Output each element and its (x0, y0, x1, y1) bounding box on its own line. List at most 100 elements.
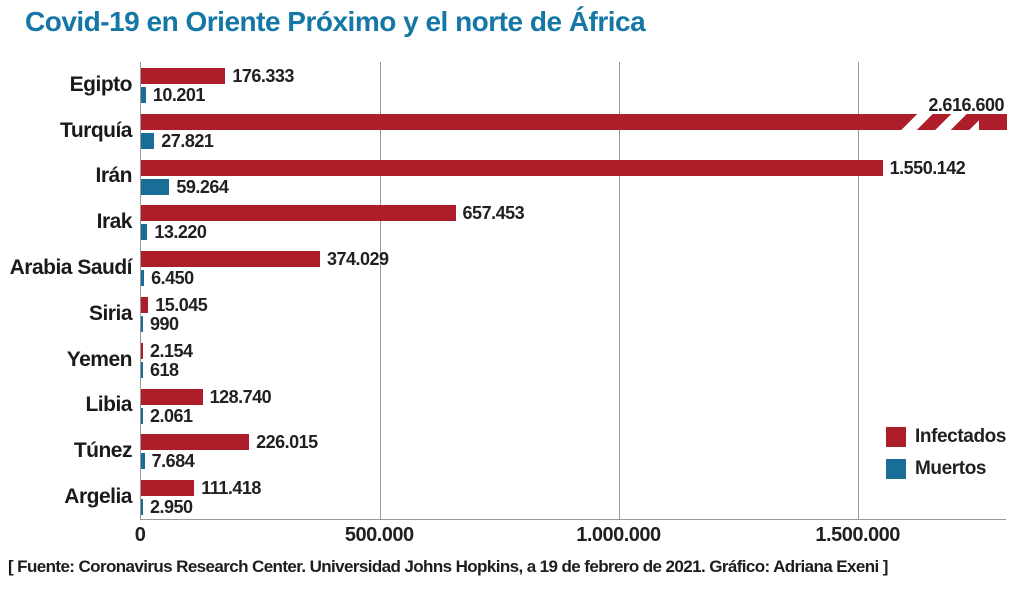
x-axis-tick-label: 0 (134, 524, 146, 546)
deaths-value-label: 27.821 (161, 130, 214, 151)
country-label: Arabia Saudí (9, 256, 133, 280)
infected-bar (141, 480, 195, 497)
infected-value-label: 374.029 (326, 249, 389, 270)
gridline (857, 62, 859, 519)
legend-item-infected: Infectados (886, 426, 1007, 447)
deaths-value-label: 7.684 (151, 451, 195, 472)
infected-value-label: 2.616.600 (928, 94, 1004, 115)
deaths-bar (141, 87, 146, 103)
bar-rows-layer: Egipto 176.333 10.201 Turquía 2.616.600 27.82… (10, 62, 1007, 520)
legend: Infectados Muertos (886, 426, 1007, 491)
deaths-bar-line: 6.450 (141, 268, 1006, 289)
infected-bar (141, 159, 883, 176)
infected-bar-line: 111.418 (141, 478, 1006, 499)
bar-break-hatch (899, 113, 979, 130)
infected-value-label: 15.045 (155, 295, 208, 315)
infected-bar-line: 1.550.142 (141, 157, 1006, 178)
country-label: Siria (88, 301, 133, 325)
deaths-bar-line: 27.821 (141, 130, 1006, 151)
infected-bar (141, 297, 149, 313)
x-axis-tick-label: 1.500.000 (815, 524, 900, 546)
infected-bar (141, 251, 320, 268)
country-row: Irak 657.453 13.220 (97, 199, 1006, 245)
infected-bar (141, 113, 1007, 130)
x-axis-tick-label: 500.000 (344, 524, 414, 546)
country-label: Turquía (60, 118, 132, 142)
country-row: Egipto 176.333 10.201 (70, 62, 1006, 108)
infected-legend-label: Infectados (915, 426, 1007, 447)
deaths-bar (141, 316, 143, 332)
deaths-bar (141, 270, 145, 287)
country-label: Irán (95, 164, 132, 188)
country-row: Libia 128.740 2.061 (85, 383, 1006, 429)
infected-bar-line: 2.154 (141, 340, 1006, 361)
deaths-value-label: 2.950 (150, 497, 193, 518)
gridline (379, 62, 381, 519)
infected-value-label: 128.740 (209, 386, 272, 407)
deaths-legend-label: Muertos (915, 458, 987, 479)
deaths-value-label: 990 (150, 314, 179, 334)
deaths-bar (141, 178, 170, 195)
deaths-bar-line: 13.220 (141, 222, 1006, 243)
deaths-value-label: 13.220 (154, 222, 207, 243)
deaths-value-label: 618 (150, 359, 179, 380)
infected-value-label: 657.453 (462, 203, 525, 224)
plot-area: Egipto 176.333 10.201 Turquía 2.616.600 27.82… (10, 62, 1007, 520)
country-label: Argelia (64, 485, 132, 509)
gridline (618, 62, 620, 519)
infected-bar-line: 226.015 (141, 432, 1006, 453)
country-row: Arabia Saudí 374.029 6.450 (10, 245, 1006, 291)
infected-legend-swatch (886, 427, 906, 447)
country-label: Libia (85, 393, 132, 417)
deaths-value-label: 10.201 (152, 85, 206, 105)
infected-bar-line: 374.029 (141, 249, 1006, 270)
infected-bar-line: 15.045 (141, 295, 1006, 315)
infected-bar (141, 388, 203, 405)
source-note: [ Fuente: Coronavirus Research Center. U… (8, 557, 888, 576)
country-label: Egipto (69, 72, 133, 96)
chart-title: Covid-19 en Oriente Próximo y el norte d… (25, 6, 646, 37)
x-axis-tick-label: 1.000.000 (576, 524, 661, 546)
infected-bar (141, 434, 250, 451)
infected-value-label: 176.333 (232, 66, 294, 86)
deaths-bar-line: 2.061 (141, 405, 1006, 426)
deaths-bar-line: 59.264 (141, 176, 1006, 197)
deaths-bar (141, 224, 148, 241)
country-row: Siria 15.045 990 (89, 291, 1006, 337)
infected-value-label: 1.550.142 (889, 157, 966, 178)
infected-bar-line: 2.616.600 (141, 95, 1007, 130)
country-row: Yemen 2.154 618 (67, 337, 1006, 383)
infected-bar (141, 342, 143, 359)
deaths-value-label: 59.264 (176, 176, 229, 197)
deaths-bar (141, 453, 145, 470)
x-axis: 0 500.000 1.000.000 1.500.000 (135, 524, 1006, 550)
legend-item-deaths: Muertos (886, 458, 1006, 479)
deaths-value-label: 2.061 (150, 405, 193, 426)
infected-bar-line: 176.333 (141, 66, 1006, 86)
deaths-bar (141, 499, 143, 516)
deaths-bar-line: 10.201 (141, 85, 1006, 105)
deaths-bar-line: 2.950 (141, 497, 1006, 518)
country-row: Irán 1.550.142 59.264 (95, 154, 1006, 200)
country-label: Irak (96, 210, 133, 234)
infected-bar (141, 68, 226, 84)
deaths-bar-line: 990 (141, 314, 1006, 334)
deaths-bar-line: 618 (141, 359, 1006, 380)
country-row: Argelia 111.418 2.950 (64, 474, 1006, 520)
infected-value-label: 111.418 (201, 478, 261, 499)
country-label: Túnez (73, 439, 133, 463)
deaths-legend-swatch (886, 459, 906, 479)
infected-value-label: 2.154 (150, 340, 193, 361)
deaths-bar (141, 407, 143, 424)
infected-bar (141, 205, 456, 222)
infected-bar-line: 657.453 (141, 203, 1006, 224)
country-row: Túnez 226.015 7.684 (74, 428, 1006, 474)
deaths-bar-line: 7.684 (141, 451, 1006, 472)
deaths-value-label: 6.450 (151, 268, 194, 289)
country-row: Turquía 2.616.600 27.821 (60, 95, 1007, 154)
infected-bar-line: 128.740 (141, 386, 1006, 407)
deaths-bar (141, 132, 155, 149)
infected-value-label: 226.015 (256, 432, 318, 453)
deaths-bar (141, 361, 143, 378)
